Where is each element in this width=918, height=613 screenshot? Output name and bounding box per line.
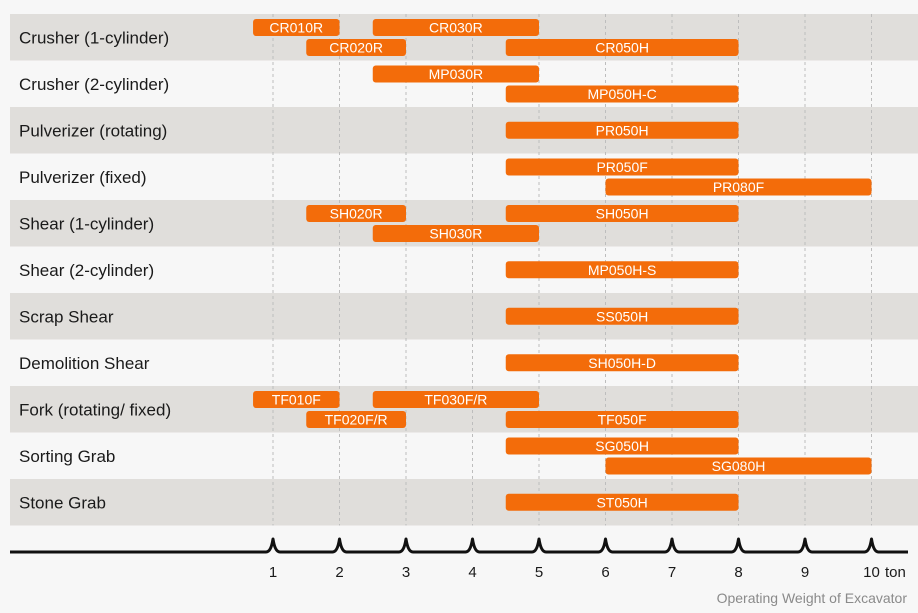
bar-label: SH050H-D xyxy=(588,355,656,371)
range-bars: CR010R CR030R CR020R CR050H MP030R MP050H-C PR… xyxy=(253,19,872,511)
bar-label: SG080H xyxy=(712,458,766,474)
category-label: Shear (1-cylinder) xyxy=(19,214,154,233)
range-bar xyxy=(505,307,739,325)
category-band xyxy=(10,293,918,340)
category-band xyxy=(10,246,918,293)
x-tick-label: 1 xyxy=(269,564,277,581)
bar-label: TF050F xyxy=(598,412,647,428)
bar-label: SG050H xyxy=(595,438,649,454)
bar-label: CR050H xyxy=(595,40,649,56)
range-bar xyxy=(306,39,406,56)
range-bar xyxy=(372,391,539,408)
category-label: Sorting Grab xyxy=(19,447,115,466)
category-label: Shear (2-cylinder) xyxy=(19,261,154,280)
range-bar xyxy=(505,158,739,176)
bar-label: TF030F/R xyxy=(424,392,487,408)
range-bar xyxy=(505,354,739,372)
range-bar xyxy=(505,261,739,279)
bar-label: TF020F/R xyxy=(325,412,388,428)
x-tick-label: 3 xyxy=(402,564,410,581)
range-bar xyxy=(372,65,539,83)
x-tick-label: 5 xyxy=(535,564,543,581)
range-bar xyxy=(505,437,739,455)
range-bar xyxy=(505,121,739,139)
category-label: Pulverizer (fixed) xyxy=(19,168,147,187)
bar-label: CR030R xyxy=(429,20,483,36)
range-bar xyxy=(505,493,739,511)
bar-label: SS050H xyxy=(596,308,648,324)
x-axis-unit: ton xyxy=(885,564,906,581)
category-label: Crusher (2-cylinder) xyxy=(19,75,169,94)
range-bar xyxy=(505,205,739,222)
x-axis-title: Operating Weight of Excavator xyxy=(717,590,908,606)
bar-label: MP030R xyxy=(429,66,483,82)
category-band xyxy=(10,339,918,386)
bar-label: CR010R xyxy=(269,20,323,36)
bar-label: MP050H-C xyxy=(588,86,657,102)
category-label: Fork (rotating/ fixed) xyxy=(19,400,171,419)
category-label: Stone Grab xyxy=(19,493,106,512)
x-tick-label: 7 xyxy=(668,564,676,581)
x-tick-label: 4 xyxy=(468,564,476,581)
x-tick-label: 2 xyxy=(335,564,343,581)
x-tick-label: 9 xyxy=(801,564,809,581)
range-bar xyxy=(253,391,340,408)
range-bar xyxy=(306,205,406,222)
category-label: Scrap Shear xyxy=(19,307,114,326)
bar-label: MP050H-S xyxy=(588,262,656,278)
range-bar xyxy=(253,19,340,36)
category-band xyxy=(10,479,918,526)
category-label: Demolition Shear xyxy=(19,354,150,373)
range-bar xyxy=(505,85,739,103)
range-bar xyxy=(306,411,406,428)
bar-label: PR050H xyxy=(596,122,649,138)
range-bar xyxy=(605,178,872,196)
category-label: Pulverizer (rotating) xyxy=(19,121,167,140)
x-tick-label: 6 xyxy=(601,564,609,581)
bar-label: TF010F xyxy=(272,392,321,408)
range-bar xyxy=(372,225,539,242)
bar-label: CR020R xyxy=(329,40,383,56)
x-tick-label: 10 xyxy=(863,564,880,581)
x-axis xyxy=(10,537,908,554)
bar-label: PR050F xyxy=(596,159,647,175)
bar-label: SH020R xyxy=(330,206,383,222)
category-band xyxy=(10,107,918,154)
range-bar xyxy=(372,19,539,36)
bar-label: ST050H xyxy=(596,494,647,510)
bar-label: PR080F xyxy=(713,179,764,195)
x-tick-labels: 1 2 3 4 5 6 7 8 9 10 xyxy=(269,564,880,581)
x-tick-label: 8 xyxy=(734,564,742,581)
category-labels: Crusher (1-cylinder) Crusher (2-cylinder)… xyxy=(19,28,171,512)
axis-line xyxy=(10,537,908,554)
range-bar xyxy=(505,411,739,428)
bar-label: SH030R xyxy=(429,226,482,242)
bar-label: SH050H xyxy=(596,206,649,222)
range-bar xyxy=(505,39,739,56)
range-bar xyxy=(605,457,872,475)
category-label: Crusher (1-cylinder) xyxy=(19,28,169,47)
